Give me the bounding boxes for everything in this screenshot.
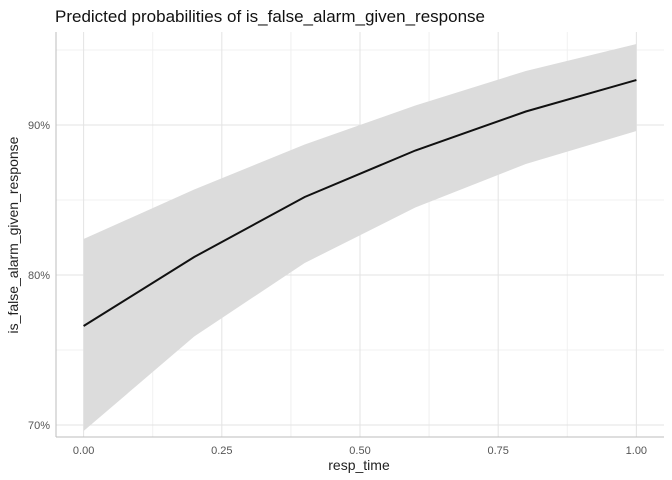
x-tick-label: 1.00 [626, 445, 647, 457]
y-tick-labels: 70% 80% 90% [28, 120, 50, 432]
y-tick-label: 70% [28, 420, 50, 432]
confidence-band [83, 44, 637, 431]
data-point [82, 325, 85, 328]
series-line [83, 79, 637, 327]
data-point [193, 256, 196, 259]
data-point [635, 79, 638, 82]
x-tick-label: 0.25 [211, 445, 232, 457]
y-tick-label: 80% [28, 270, 50, 282]
x-tick-label: 0.50 [349, 445, 370, 457]
x-tick-label: 0.75 [487, 445, 508, 457]
data-point [414, 149, 417, 152]
data-point [303, 196, 306, 199]
y-tick-label: 90% [28, 120, 50, 132]
chart-title: Predicted probabilities of is_false_alar… [55, 7, 485, 26]
data-point [524, 110, 527, 113]
y-axis-label: is_false_alarm_given_response [5, 136, 21, 333]
x-axis-label: resp_time [328, 457, 390, 473]
x-tick-labels: 0.00 0.25 0.50 0.75 1.00 [73, 445, 647, 457]
x-tick-label: 0.00 [73, 445, 94, 457]
